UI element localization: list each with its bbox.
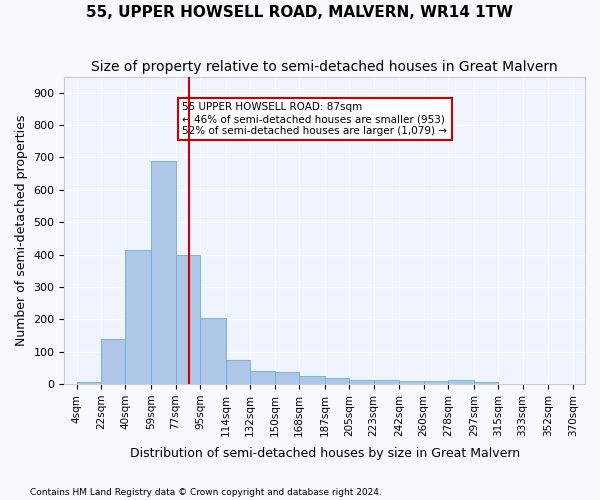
Text: 55, UPPER HOWSELL ROAD, MALVERN, WR14 1TW: 55, UPPER HOWSELL ROAD, MALVERN, WR14 1T… — [86, 5, 514, 20]
Bar — [77, 382, 101, 384]
Text: 55 UPPER HOWSELL ROAD: 87sqm
← 46% of semi-detached houses are smaller (953)
52%: 55 UPPER HOWSELL ROAD: 87sqm ← 46% of se… — [182, 102, 448, 136]
X-axis label: Distribution of semi-detached houses by size in Great Malvern: Distribution of semi-detached houses by … — [130, 447, 520, 460]
Bar — [151, 160, 176, 384]
Bar — [424, 382, 448, 384]
Y-axis label: Number of semi-detached properties: Number of semi-detached properties — [15, 114, 28, 346]
Bar — [399, 381, 424, 384]
Bar — [448, 380, 474, 384]
Bar — [250, 371, 275, 384]
Bar — [299, 376, 325, 384]
Bar — [226, 360, 250, 384]
Bar — [101, 338, 125, 384]
Bar — [374, 380, 399, 384]
Text: Contains HM Land Registry data © Crown copyright and database right 2024.: Contains HM Land Registry data © Crown c… — [30, 488, 382, 497]
Bar — [125, 250, 151, 384]
Bar — [474, 382, 498, 384]
Bar — [200, 318, 226, 384]
Bar — [176, 254, 200, 384]
Title: Size of property relative to semi-detached houses in Great Malvern: Size of property relative to semi-detach… — [91, 60, 558, 74]
Bar — [325, 378, 349, 384]
Bar — [349, 380, 374, 384]
Bar — [275, 372, 299, 384]
